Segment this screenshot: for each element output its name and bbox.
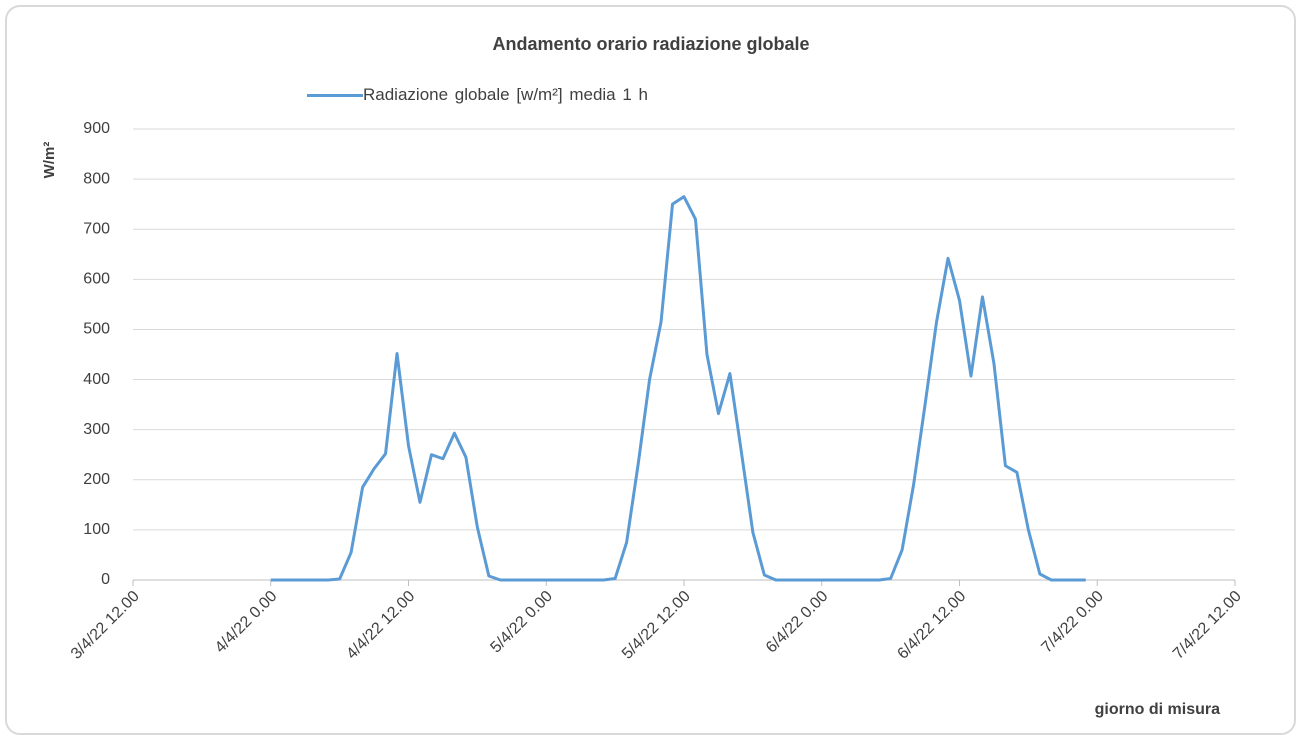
y-tick-label: 800 <box>83 170 110 187</box>
y-tick-label: 600 <box>83 271 110 288</box>
chart-title: Andamento orario radiazione globale <box>492 34 809 54</box>
y-tick-label: 200 <box>83 471 110 488</box>
x-axis-label: giorno di misura <box>1095 701 1220 718</box>
y-tick-label: 400 <box>83 371 110 388</box>
y-tick-label: 500 <box>83 321 110 338</box>
legend-swatch <box>307 94 363 97</box>
y-tick-label: 0 <box>101 571 110 588</box>
legend: Radiazione globale [w/m²] media 1 h <box>307 84 723 106</box>
y-tick-label: 300 <box>83 421 110 438</box>
y-axis-label: W/m² <box>41 142 58 179</box>
data-line <box>270 195 1086 582</box>
y-tick-label: 900 <box>83 120 110 137</box>
y-tick-label: 700 <box>83 220 110 237</box>
y-tick-label: 100 <box>83 521 110 538</box>
legend-label: Radiazione globale [w/m²] media 1 h <box>363 85 648 104</box>
